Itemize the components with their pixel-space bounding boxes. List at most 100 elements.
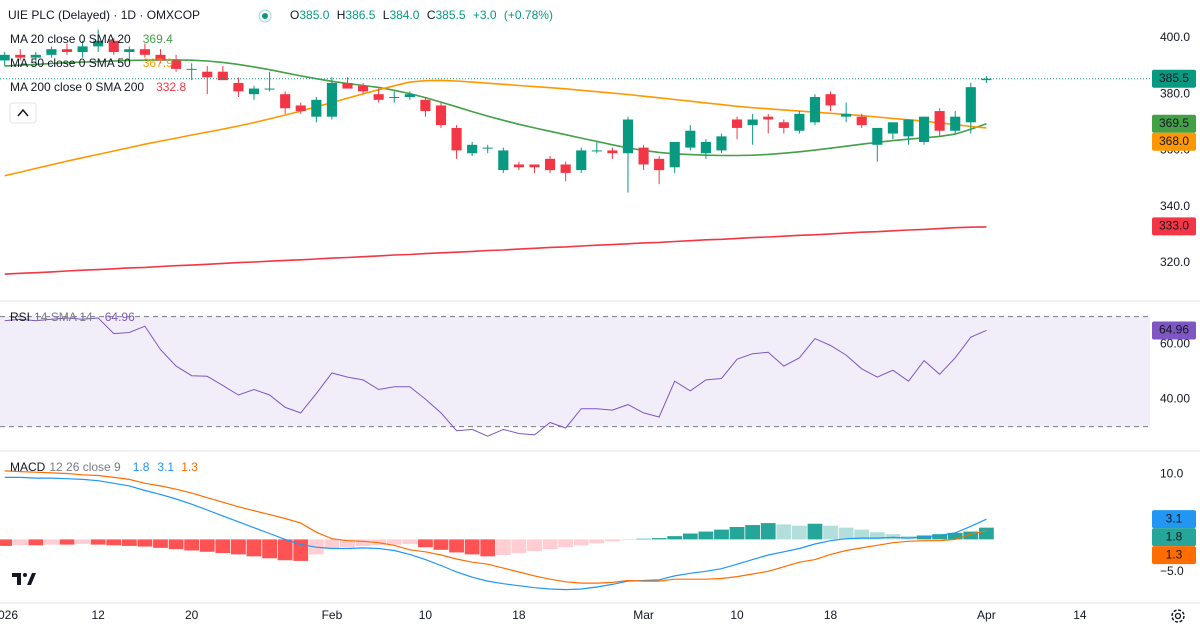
candle-body [15, 54, 26, 58]
candle-body [155, 54, 166, 61]
overlay: UIE PLC (Delayed) · 1D · OMXCOP O385.0 H… [0, 4, 1185, 623]
histogram-bar [869, 532, 885, 540]
histogram-bar [791, 525, 807, 540]
line-series [4, 476, 987, 591]
line-series [4, 79, 987, 177]
histogram-bar [760, 523, 776, 540]
histogram-bar [90, 539, 106, 545]
histogram-bar [542, 539, 558, 550]
x-tick-label: 12 [91, 608, 105, 622]
candle-body [233, 82, 244, 92]
legend-item: 14 SMA 14 [34, 310, 93, 324]
y-tick-label: 40.00 [1160, 391, 1190, 405]
legend-item: 367.9 [143, 56, 173, 70]
histogram-bar [277, 539, 293, 561]
histogram-bar [978, 527, 994, 540]
candle-body [202, 71, 213, 78]
market-status-icon[interactable] [258, 9, 272, 23]
histogram-bar [418, 539, 433, 548]
candle-body [825, 94, 836, 106]
histogram-bar [75, 539, 90, 544]
x-tick-label: 14 [1073, 608, 1087, 622]
candle-body [373, 94, 384, 100]
y-tick-label: 400.0 [1160, 30, 1190, 44]
candle-body [124, 49, 135, 53]
ohlc-key: O [290, 8, 299, 22]
histogram-bar [449, 539, 464, 553]
candle-body [622, 119, 634, 154]
price-badge [1152, 132, 1196, 151]
ohlc-value: 385.5 [436, 8, 466, 22]
x-tick-label: Apr [977, 608, 996, 622]
candle-body [61, 49, 73, 53]
legend: MACD 12 26 close 9 1.8 3.1 1.3 [10, 460, 198, 474]
histogram-bar [168, 539, 184, 550]
x-tick-label: 18 [512, 608, 526, 622]
candle-body [856, 116, 867, 126]
candle-body [731, 119, 743, 128]
histogram-bar [932, 534, 948, 540]
price-badge-label: 64.96 [1159, 323, 1189, 337]
ohlc-value: 384.0 [389, 8, 419, 22]
candle-body [981, 78, 992, 81]
histogram-bar [153, 539, 168, 548]
candle-body [716, 136, 727, 151]
legend-item: 1.8 [133, 460, 150, 474]
histogram-bar [262, 539, 277, 559]
candle-body [654, 158, 665, 171]
candle-body [529, 164, 540, 168]
legend: MA 20 close 0 SMA 20 369.4 [10, 32, 173, 46]
candle-body [513, 164, 524, 168]
legend-item: 332.8 [156, 80, 186, 94]
candle-body [108, 40, 119, 53]
candle-body [778, 122, 789, 128]
price-badge [1152, 69, 1196, 88]
symbol-title[interactable]: UIE PLC (Delayed) · 1D · OMXCOP [8, 8, 200, 22]
price-badge-label: 333.0 [1159, 219, 1189, 233]
collapse-legend-button[interactable] [9, 102, 37, 124]
legend-item: 3.1 [157, 460, 174, 474]
histogram-bar [589, 539, 605, 544]
market-status-dot [262, 13, 268, 19]
price-badge-label: 1.3 [1166, 547, 1183, 561]
candle-body [0, 54, 10, 61]
candle-body [638, 147, 649, 165]
x-tick-label: 20 [185, 608, 199, 622]
settings-icon[interactable] [1171, 609, 1185, 623]
histogram-bar [682, 533, 698, 540]
x-tick-label: 18 [824, 608, 838, 622]
ohlc-values: O385.0 H386.5 L384.0 C385.5 +3.0 (+0.78%… [290, 8, 553, 22]
histogram-bar [215, 539, 231, 554]
candle-body [404, 94, 415, 98]
candle-body [342, 82, 353, 89]
tradingview-logo[interactable] [12, 573, 36, 585]
legend-item: MA 20 close 0 SMA 20 [10, 32, 131, 46]
histogram-bar [838, 527, 854, 540]
histogram-bar [745, 525, 761, 540]
histogram-bar [823, 525, 838, 540]
histogram-bar [137, 539, 153, 547]
candle-body [93, 40, 104, 47]
price-badge [1152, 528, 1196, 547]
histogram-bar [527, 539, 542, 552]
candle-body [809, 97, 821, 123]
histogram-bar [667, 536, 683, 540]
histogram-bar [121, 539, 137, 546]
candle-body [560, 164, 571, 173]
histogram-bar [0, 539, 13, 546]
histogram-bar [714, 529, 729, 540]
histogram-bar [433, 539, 449, 550]
legend-item: 64.96 [105, 310, 135, 324]
candle-body [217, 71, 228, 81]
line-series [4, 59, 987, 157]
candle-body [467, 144, 478, 154]
change: +3.0 [473, 8, 497, 22]
price-badge-label: 1.8 [1166, 529, 1183, 543]
candle-body [326, 82, 337, 117]
candle-body [950, 116, 961, 131]
price-badge [1152, 114, 1196, 133]
histogram-bar [44, 539, 59, 545]
band-fill [0, 316, 1150, 427]
candle-body [903, 119, 914, 137]
legend-item: RSI [10, 310, 30, 324]
